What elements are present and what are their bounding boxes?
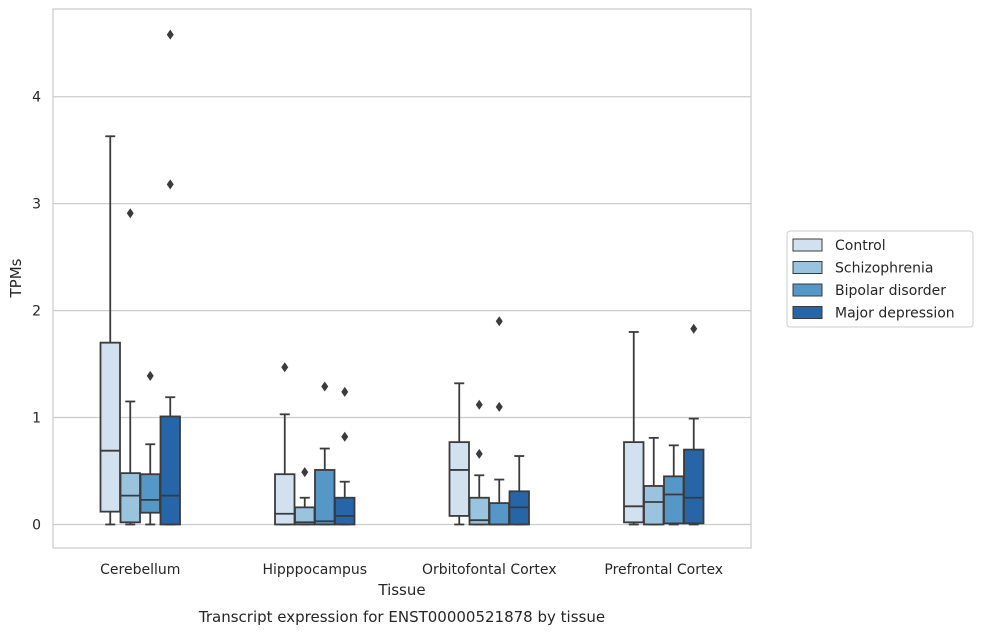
box-iqr — [488, 502, 510, 526]
x-tick-label: Hipppocampus — [262, 562, 367, 578]
box-iqr — [623, 441, 645, 524]
x-tick-label: Prefrontal Cortex — [604, 562, 723, 578]
box-2-2 — [488, 316, 510, 526]
box-iqr — [314, 469, 336, 526]
x-tick-label: Cerebellum — [100, 562, 180, 578]
box-iqr — [159, 415, 181, 526]
box-iqr — [274, 473, 296, 526]
box-iqr — [448, 441, 470, 517]
box-0-1 — [119, 208, 141, 526]
box-0-3 — [159, 29, 181, 526]
box-1-1 — [294, 467, 316, 526]
x-tick-labels: Cerebellum Hipppocampus Orbitofontal Corte… — [100, 562, 723, 578]
outlier-point — [301, 467, 309, 478]
y-tick-label: 3 — [32, 197, 41, 213]
plot-area — [52, 8, 752, 549]
legend-frame — [786, 230, 974, 328]
outlier-point — [321, 381, 329, 392]
y-tick-label: 1 — [32, 411, 41, 427]
legend: Control Schizophrenia Bipolar disorder Majo… — [786, 230, 974, 328]
x-axis-label: Tissue — [377, 581, 425, 599]
legend-swatch — [792, 283, 823, 297]
box-1-0 — [274, 362, 296, 526]
box-3-3 — [683, 323, 705, 526]
box-iqr — [683, 448, 705, 525]
outlier-point — [126, 208, 134, 219]
outlier-point — [166, 29, 174, 40]
y-tick-label: 2 — [32, 304, 41, 320]
box-1-3 — [334, 386, 356, 526]
box-iqr — [99, 341, 121, 513]
outlier-point — [166, 179, 174, 190]
y-tick-labels: 0 1 2 3 4 — [32, 90, 41, 534]
box-iqr — [119, 472, 141, 524]
outlier-point — [495, 401, 503, 412]
outlier-point — [146, 370, 154, 381]
box-iqr — [643, 485, 665, 526]
y-tick-label: 0 — [32, 517, 41, 533]
outlier-point — [341, 431, 349, 442]
legend-label: Bipolar disorder — [835, 283, 946, 299]
y-tick-label: 4 — [32, 90, 41, 106]
x-tick-label: Orbitofontal Cortex — [422, 562, 557, 578]
box-2-0 — [448, 382, 470, 526]
outlier-point — [281, 362, 289, 373]
outlier-point — [341, 386, 349, 397]
legend-label: Control — [835, 238, 886, 254]
outlier-point — [475, 399, 483, 410]
box-2-3 — [508, 455, 530, 526]
box-iqr — [334, 496, 356, 526]
box-3-1 — [643, 436, 665, 526]
boxes — [99, 29, 705, 526]
outlier-point — [475, 448, 483, 459]
legend-label: Major depression — [835, 306, 955, 322]
y-axis-label: TPMs — [7, 258, 25, 298]
box-iqr — [663, 475, 685, 525]
box-0-2 — [139, 370, 161, 526]
legend-swatch — [792, 306, 823, 319]
outlier-point — [495, 316, 503, 327]
box-3-0 — [623, 331, 645, 526]
chart-caption: Transcript expression for ENST0000052187… — [198, 608, 605, 626]
box-iqr — [139, 473, 161, 514]
box-0-0 — [99, 135, 121, 526]
legend-swatch — [792, 261, 823, 274]
outlier-point — [690, 323, 698, 334]
legend-swatch — [792, 238, 823, 252]
legend-label: Schizophrenia — [835, 261, 933, 277]
